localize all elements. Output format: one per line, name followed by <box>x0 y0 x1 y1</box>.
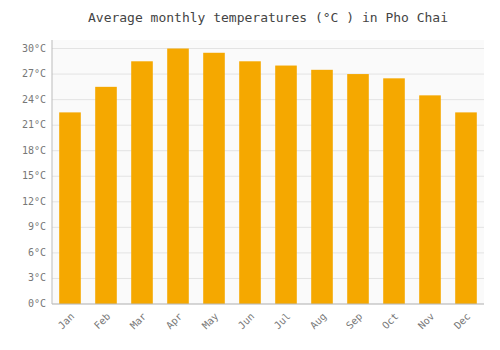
grid-line <box>52 74 484 75</box>
x-tick-label: May <box>200 311 221 332</box>
bar <box>167 49 189 304</box>
bar <box>59 112 81 304</box>
bar <box>95 87 117 304</box>
y-tick-label: 30°C <box>22 43 46 54</box>
y-tick-label: 27°C <box>22 68 46 79</box>
x-tick-label: Feb <box>92 311 113 332</box>
bar <box>383 78 405 304</box>
y-tick-label: 12°C <box>22 196 46 207</box>
y-tick-label: 15°C <box>22 170 46 181</box>
x-tick-label: Nov <box>416 311 437 332</box>
bar <box>311 70 333 304</box>
bar <box>347 74 369 304</box>
bars <box>59 49 477 304</box>
grid <box>52 49 484 304</box>
bar <box>131 61 153 304</box>
bar <box>455 112 477 304</box>
y-axis: 0°C 3°C 6°C 9°C 12°C 15°C 18°C 21°C 24°C 27°C 30°C <box>22 43 46 309</box>
x-tick-label: Jan <box>56 311 77 332</box>
bar <box>239 61 261 304</box>
y-tick-label: 0°C <box>28 298 46 309</box>
bar <box>203 53 225 304</box>
y-tick-label: 9°C <box>28 221 46 232</box>
grid-line <box>52 48 484 49</box>
x-tick-label: Jun <box>236 311 257 332</box>
y-tick-label: 6°C <box>28 247 46 258</box>
x-tick-label: Sep <box>344 311 365 332</box>
y-axis-line <box>52 40 53 304</box>
chart-container: 0°C 3°C 6°C 9°C 12°C 15°C 18°C 21°C 24°C 27°C 30°C… <box>0 0 500 350</box>
x-tick-label: Mar <box>128 311 149 332</box>
x-axis: Jan Feb Mar Apr May Jun Jul Aug Sep Oct Nov Dec <box>56 311 473 332</box>
y-tick-label: 21°C <box>22 119 46 130</box>
y-tick-label: 3°C <box>28 272 46 283</box>
grid-line <box>52 304 484 305</box>
chart: 0°C 3°C 6°C 9°C 12°C 15°C 18°C 21°C 24°C 27°C 30°C… <box>0 0 500 350</box>
y-tick-label: 18°C <box>22 145 46 156</box>
x-tick-label: Oct <box>380 311 401 332</box>
plot-area <box>52 40 484 304</box>
x-tick-label: Aug <box>308 311 329 332</box>
x-tick-label: Jul <box>272 311 293 332</box>
x-tick-label: Apr <box>164 311 185 332</box>
title: Average monthly temperatures (°C ) in Ph… <box>88 10 448 25</box>
x-tick-label: Dec <box>452 311 473 332</box>
bar <box>419 95 441 304</box>
bar <box>275 66 297 304</box>
y-tick-label: 24°C <box>22 94 46 105</box>
page: {"chart_data": {"type": "bar", "title": … <box>0 0 500 350</box>
x-axis-line <box>52 304 484 305</box>
